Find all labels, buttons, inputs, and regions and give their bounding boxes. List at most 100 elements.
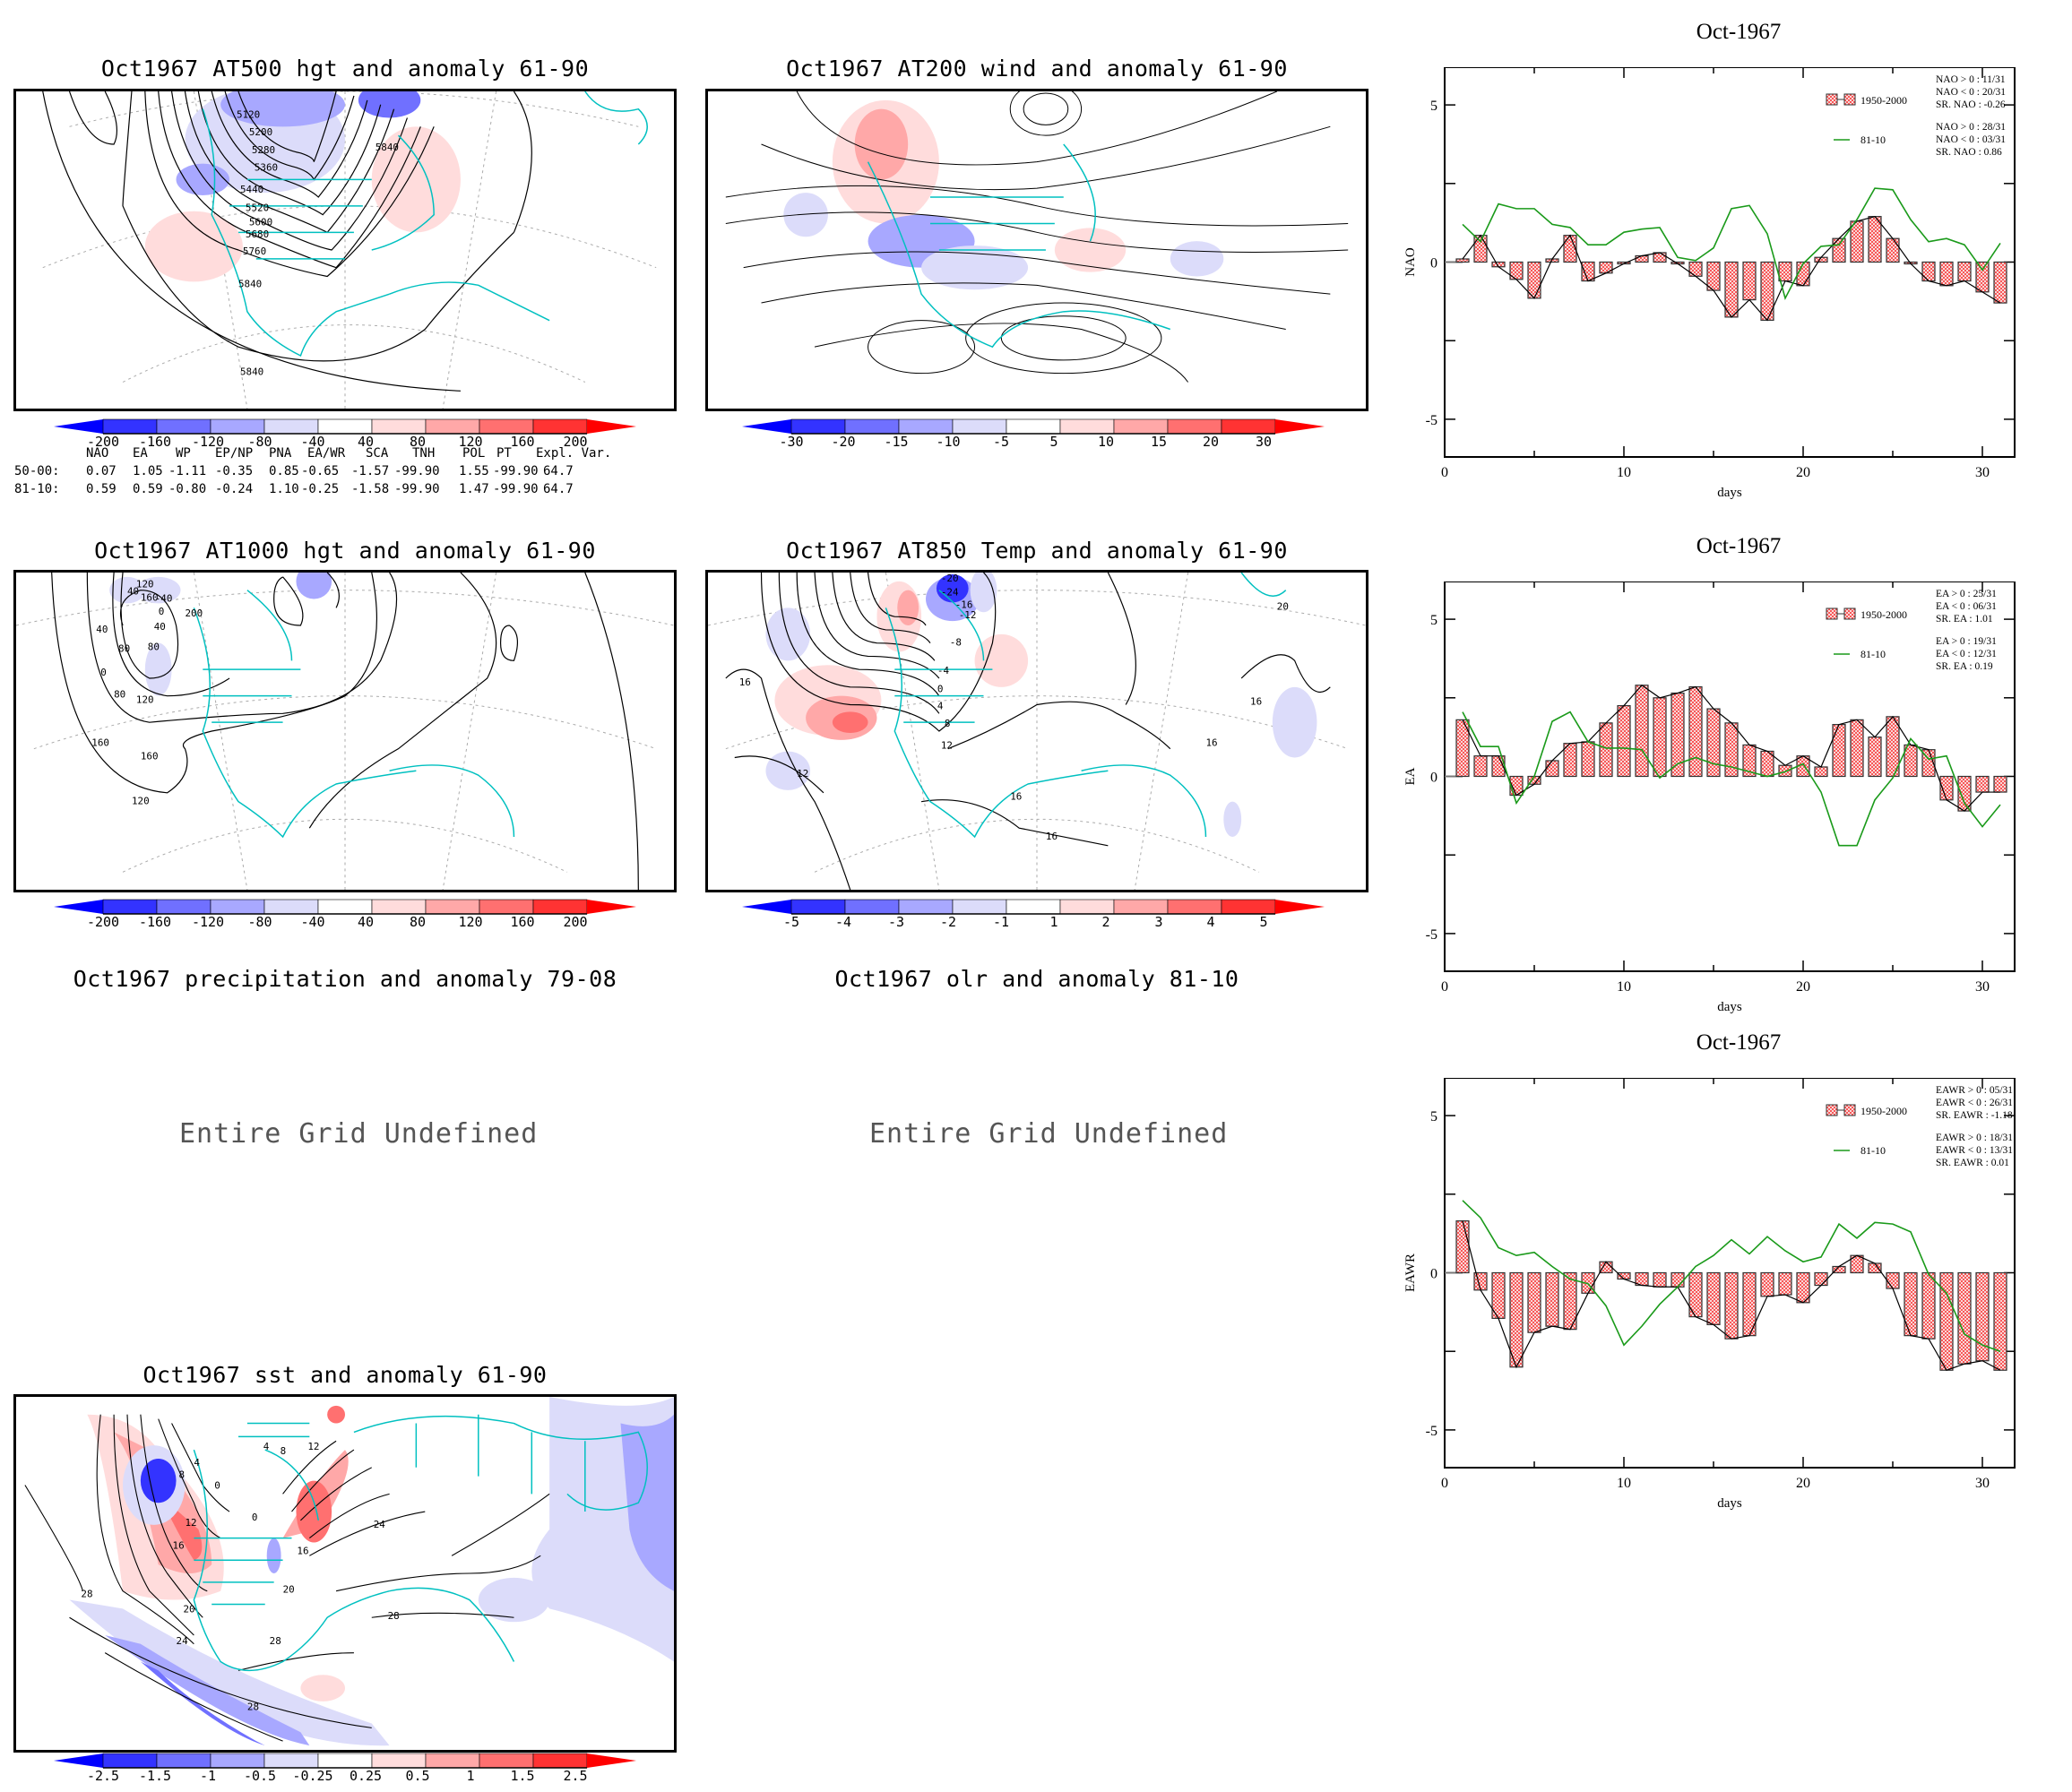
ts-chart-svg: 5 0 -5 0 10 20 30 days EAWR 1950-2000 81-10 EAWR > …: [1403, 1077, 2016, 1511]
contour-label: 5600: [249, 217, 272, 228]
cbar-tick: -1: [199, 1768, 217, 1784]
stat-1950-2000: EAWR < 0 : 26/31: [1936, 1098, 2013, 1108]
contour-label: 5760: [243, 246, 266, 257]
colorbar-swatch: [952, 418, 1007, 435]
map-at500-canvas: 5120 5200 5280 5360 5440 5520 5600 5680 …: [42, 91, 657, 409]
x-tick-label: 10: [1617, 1476, 1631, 1491]
bar: [1975, 775, 1990, 793]
colorbar-swatch: [425, 1753, 480, 1769]
ts-chart-ea: 5 0 -5 0 10 20 30 days EA 1950-2000 81-10 EA > 0 : …: [1398, 581, 2025, 1042]
bar-series-line: [1462, 215, 2001, 322]
cell: -99.90: [493, 464, 539, 478]
colorbar-swatch: [1113, 418, 1169, 435]
contour-label: 12: [307, 1441, 319, 1452]
map-at500: 5120 5200 5280 5360 5440 5520 5600 5680 …: [13, 89, 677, 411]
contour-label: 4: [263, 1441, 270, 1452]
bar: [1886, 237, 1900, 263]
colorbar-swatch: [532, 1753, 588, 1769]
contour-label: 16: [1250, 696, 1262, 708]
contour-label: -20: [941, 573, 959, 584]
contour-label: 20: [183, 1603, 194, 1615]
grid-lines: [708, 573, 1366, 890]
stat-1950-2000: SR. EAWR : -1.18: [1936, 1110, 2013, 1121]
bar: [1653, 697, 1667, 778]
bar: [1868, 737, 1882, 778]
bar: [1617, 1271, 1631, 1280]
col-header: SCA: [366, 446, 389, 461]
stat-81-10: EA > 0 : 19/31: [1936, 636, 1997, 647]
bar: [1957, 1271, 1972, 1365]
cbar-tick: 1: [1049, 914, 1058, 930]
cell: 0.07: [86, 464, 117, 478]
colorbar-hgt500: [54, 418, 636, 435]
contour-label: 40: [127, 586, 139, 598]
y-axis-label: NAO: [1403, 247, 1418, 277]
contour-label: -40: [155, 592, 173, 604]
col-header: WP: [176, 446, 191, 461]
colorbar-swatch: [210, 418, 265, 435]
y-tick-label: 5: [1430, 613, 1437, 628]
contour-label: 4: [937, 700, 944, 711]
cbar-tick: -160: [138, 914, 172, 930]
colorbar-swatch: [1059, 899, 1115, 915]
colorbar-swatch: [102, 899, 158, 915]
cell: -0.80: [168, 482, 207, 496]
bar: [1706, 1271, 1721, 1325]
bar: [1635, 254, 1649, 263]
bar: [1957, 261, 1972, 282]
anomaly-shading: [69, 1397, 674, 1746]
map-at1000-canvas: 0 40 40 80 80 120 160 -40 0 40 80 200 12…: [16, 573, 674, 890]
bar: [1921, 261, 1936, 282]
bar: [1868, 1262, 1882, 1274]
x-tick-label: 10: [1617, 465, 1631, 480]
legend-label-1950-2000: 1950-2000: [1860, 1105, 1907, 1117]
legend-bar-swatch: [1826, 1104, 1838, 1116]
colorbar-swatch: [479, 899, 534, 915]
contour-label: 200: [185, 607, 203, 619]
contour-label: 5200: [249, 126, 272, 138]
contour-label: 5680: [246, 228, 269, 240]
bar: [1527, 261, 1541, 299]
colorbar-swatch: [1113, 899, 1169, 915]
contour-label: 5520: [246, 202, 269, 214]
line-series-81-10: [1462, 711, 2001, 847]
cbar-tick: 120: [458, 434, 483, 450]
colorbar-swatch: [263, 1753, 319, 1769]
cell: 0.59: [133, 482, 163, 496]
coastlines: [202, 91, 648, 358]
colorbar-arrow-low: [54, 900, 103, 914]
colorbar-arrow-high: [1275, 419, 1325, 434]
cell: -1.58: [351, 482, 390, 496]
bar: [1778, 1271, 1792, 1296]
colorbar-swatch: [479, 418, 534, 435]
cbar-tick: 2: [1101, 914, 1110, 930]
ts-chart-svg: 5 0 -5 0 10 20 30 days EA 1950-2000 81-10 EA > 0 : …: [1403, 581, 2016, 1014]
cbar-tick: 2.5: [563, 1768, 588, 1784]
y-tick-label: 5: [1430, 99, 1437, 114]
contour-label: -12: [959, 609, 977, 621]
colorbar-swatch: [425, 418, 480, 435]
bar: [1653, 1271, 1667, 1288]
contour-label: -8: [950, 637, 962, 649]
y-tick-label: 0: [1430, 256, 1437, 271]
contours: [24, 1414, 550, 1742]
contour-label: 16: [739, 676, 751, 688]
y-tick-label: -5: [1426, 1424, 1437, 1439]
colorbar-arrow-high: [587, 419, 636, 434]
contour-label: 12: [797, 768, 808, 780]
contour-label: 24: [177, 1635, 189, 1647]
grid-lines: [42, 91, 657, 409]
row-label: 50-00:: [14, 464, 60, 478]
stat-81-10: EAWR > 0 : 18/31: [1936, 1133, 2013, 1143]
contour-label: 5360: [255, 162, 278, 174]
map-at850: -20 -24 -16 -12 -8 -4 0 4 8 12 16 16 16 …: [705, 570, 1368, 892]
bar: [1760, 1271, 1774, 1297]
bar: [1545, 760, 1559, 778]
y-tick-label: -5: [1426, 413, 1437, 428]
cbar-tick: 1: [466, 1768, 475, 1784]
legend-bar-swatch: [1826, 93, 1838, 106]
grid-lines: [16, 573, 674, 890]
colorbar-swatch: [102, 418, 158, 435]
colorbar-swatch: [371, 418, 427, 435]
x-tick-label: 30: [1975, 465, 1990, 480]
